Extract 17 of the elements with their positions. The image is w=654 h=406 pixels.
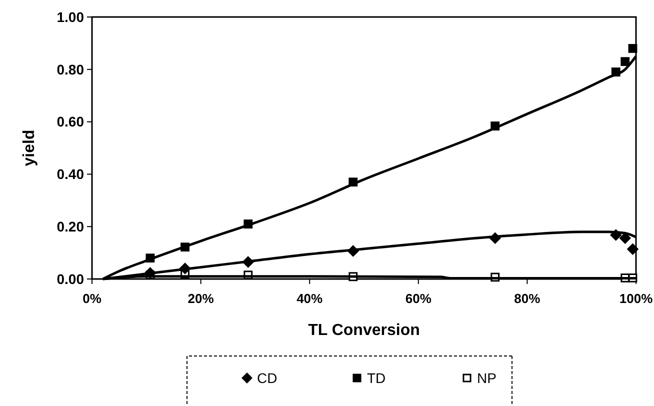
- y-tick-label: 1.00: [56, 8, 84, 25]
- x-tick-label: 80%: [514, 291, 541, 306]
- x-axis-title: TL Conversion: [308, 322, 420, 339]
- y-tick-label: 0.20: [56, 218, 84, 234]
- y-tick-label: 0.60: [56, 114, 84, 130]
- x-tick-label: 60%: [405, 291, 432, 306]
- legend-label: CD: [257, 370, 278, 386]
- x-tick-label: 40%: [296, 291, 324, 306]
- y-tick-label: 0.80: [56, 61, 84, 78]
- legend-label: NP: [477, 370, 496, 386]
- x-tick-label: 100%: [619, 291, 654, 306]
- x-tick-label: 0%: [82, 291, 102, 306]
- legend-label: TD: [367, 370, 386, 386]
- y-tick-label: 0.40: [56, 166, 84, 182]
- x-tick-label: 20%: [188, 291, 214, 306]
- y-tick-label: 0.00: [56, 270, 84, 287]
- y-axis-title: yield: [21, 130, 38, 166]
